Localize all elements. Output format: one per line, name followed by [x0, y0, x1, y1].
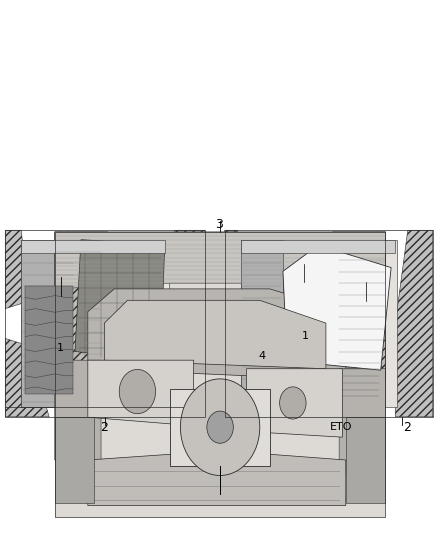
Bar	[55, 232, 385, 517]
Polygon shape	[225, 333, 266, 417]
Bar	[5, 230, 205, 417]
Polygon shape	[241, 240, 397, 407]
Polygon shape	[170, 389, 270, 466]
Polygon shape	[55, 417, 95, 503]
Text: 1: 1	[57, 343, 64, 352]
Bar	[225, 230, 433, 417]
Polygon shape	[104, 300, 326, 369]
Polygon shape	[25, 286, 73, 394]
Polygon shape	[55, 232, 385, 289]
Text: 1: 1	[302, 331, 309, 341]
Text: 2: 2	[100, 421, 108, 434]
Bar	[55, 232, 385, 517]
Polygon shape	[283, 365, 381, 402]
Text: 2: 2	[403, 421, 411, 434]
Polygon shape	[225, 230, 245, 305]
Bar	[5, 230, 205, 417]
Text: 4: 4	[258, 351, 265, 361]
Polygon shape	[75, 240, 165, 361]
Text: 3: 3	[215, 219, 223, 231]
Polygon shape	[241, 240, 283, 407]
Polygon shape	[161, 230, 205, 417]
Polygon shape	[283, 245, 391, 370]
Polygon shape	[241, 240, 395, 253]
Polygon shape	[21, 240, 169, 407]
Bar	[225, 230, 433, 417]
Polygon shape	[88, 454, 346, 506]
Polygon shape	[5, 230, 29, 309]
Polygon shape	[339, 369, 385, 474]
Polygon shape	[55, 360, 101, 474]
Polygon shape	[88, 360, 194, 426]
Circle shape	[279, 387, 306, 419]
Polygon shape	[21, 240, 75, 407]
Polygon shape	[395, 230, 433, 417]
Polygon shape	[332, 232, 385, 380]
Polygon shape	[346, 417, 385, 503]
Polygon shape	[247, 369, 343, 437]
Circle shape	[180, 379, 260, 475]
Polygon shape	[5, 338, 49, 417]
Polygon shape	[88, 289, 346, 380]
Polygon shape	[55, 232, 108, 374]
Bar	[55, 232, 385, 517]
Circle shape	[119, 369, 155, 414]
Circle shape	[207, 411, 233, 443]
Text: ETO: ETO	[329, 423, 352, 432]
Polygon shape	[21, 240, 165, 253]
